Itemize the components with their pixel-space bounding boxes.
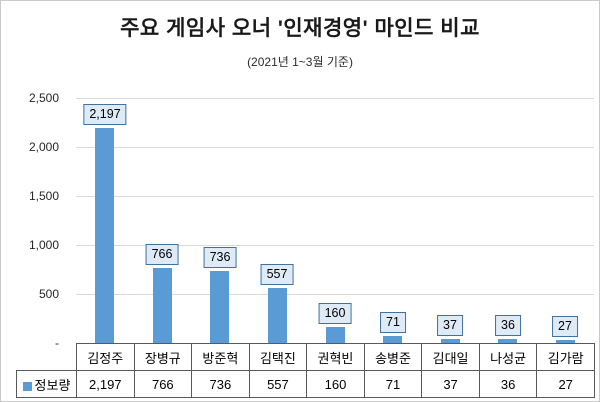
y-axis-label: 1,500 — [28, 189, 59, 203]
value-row: 정보량 2,197 766 736 557 160 71 37 36 27 — [16, 370, 595, 398]
value-cell: 736 — [191, 370, 250, 398]
value-cell: 557 — [248, 370, 308, 398]
y-axis: 2,500 2,000 1,500 1,000 500 - — [7, 91, 59, 350]
data-label: 736 — [203, 247, 237, 268]
value-cell: 2,197 — [76, 370, 135, 398]
y-axis-label: - — [55, 336, 59, 350]
value-cell: 27 — [536, 370, 595, 398]
category-cell: 김가람 — [536, 343, 595, 371]
bar-김정주 — [95, 128, 114, 343]
legend-label: 정보량 — [34, 377, 71, 393]
y-axis-label: 500 — [38, 287, 59, 301]
category-cell: 권혁빈 — [306, 343, 365, 371]
legend-swatch-icon — [22, 381, 32, 391]
value-cell: 160 — [306, 370, 365, 398]
value-cell: 37 — [421, 370, 480, 398]
category-cell: 방준혁 — [191, 343, 250, 371]
gridline — [76, 245, 594, 246]
data-label: 37 — [437, 315, 463, 336]
bar-장병규 — [153, 268, 172, 343]
gridline — [76, 147, 594, 148]
y-axis-label: 2,000 — [28, 140, 59, 154]
category-cell: 김대일 — [421, 343, 480, 371]
category-row: 김정주 장병규 방준혁 김택진 권혁빈 송병준 김대일 나성균 김가람 — [17, 343, 595, 371]
plot-area: 2,197 766 736 557 160 71 37 36 27 — [76, 98, 594, 343]
data-label: 766 — [145, 244, 179, 265]
y-axis-label: 1,000 — [28, 238, 59, 252]
bar-김대일 — [441, 339, 460, 343]
gridline — [76, 98, 594, 99]
gridline — [76, 196, 594, 197]
bar-권혁빈 — [326, 327, 345, 343]
value-cell: 766 — [133, 370, 193, 398]
chart-subtitle: (2021년 1~3월 기준) — [247, 55, 353, 69]
value-cell: 71 — [363, 370, 423, 398]
data-label: 557 — [260, 264, 294, 285]
bar-김택진 — [268, 288, 287, 343]
bar-나성균 — [498, 339, 517, 343]
data-label: 160 — [318, 303, 352, 324]
data-label: 36 — [495, 315, 521, 336]
table-spacer — [17, 344, 77, 371]
category-cell: 김정주 — [76, 343, 135, 371]
category-cell: 김택진 — [248, 343, 308, 371]
y-axis-label: 2,500 — [28, 91, 59, 105]
gridline — [76, 294, 594, 295]
category-cell: 나성균 — [478, 343, 538, 371]
chart-title: 주요 게임사 오너 '인재경영' 마인드 비교 — [120, 17, 480, 40]
category-cell: 송병준 — [363, 343, 423, 371]
category-cell: 장병규 — [133, 343, 193, 371]
data-label: 2,197 — [83, 104, 127, 125]
legend-cell: 정보량 — [16, 370, 77, 398]
data-label: 71 — [380, 312, 406, 333]
bar-송병준 — [383, 336, 402, 343]
bar-방준혁 — [210, 271, 229, 343]
data-label: 27 — [552, 316, 578, 337]
value-cell: 36 — [478, 370, 538, 398]
bar-김가람 — [556, 340, 575, 343]
